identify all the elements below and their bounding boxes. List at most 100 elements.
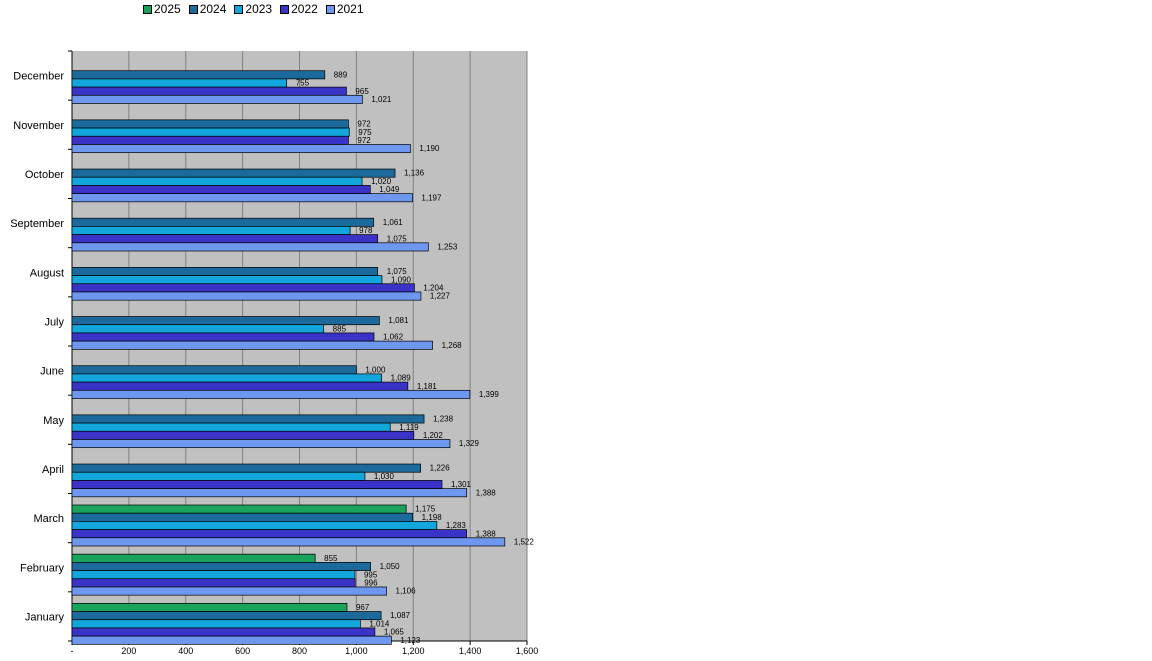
bar-2022-november [71,135,349,145]
data-label: 1,123 [400,636,421,645]
data-label: 1,050 [380,562,401,571]
bar-2021-december [71,94,363,104]
bar-2023-april [71,471,366,481]
bar-2021-january [71,635,392,645]
bar-2021-march [71,537,506,547]
bar-2021-august [71,291,422,301]
x-tick-label: 1,600 [516,646,539,656]
bar-2021-june [71,389,471,399]
bar-2023-december [71,78,288,88]
legend-swatch [234,4,244,14]
data-label: 1,014 [369,619,390,628]
data-label: 1,226 [430,464,451,473]
bar-2021-july [71,340,433,350]
bar-2024-march [71,512,414,522]
data-label: 1,522 [514,538,535,547]
data-label: 1,388 [476,529,497,538]
category-label: June [40,366,64,378]
data-label: 972 [357,120,371,129]
bar-2024-may [71,414,425,424]
data-label: 1,181 [417,382,438,391]
bar-2023-february [71,570,356,580]
bar-2022-july [71,332,375,342]
bar-2025-january [71,602,348,612]
category-label: January [25,611,65,623]
bar-2024-november [71,119,349,129]
legend-swatch [325,4,335,14]
data-label: 1,238 [433,415,454,424]
bar-2024-february [71,562,371,571]
bar-2023-march [71,521,438,530]
bar-2022-october [71,185,371,194]
data-label: 1,301 [451,480,472,489]
data-label: 1,329 [459,439,480,448]
data-label: 1,081 [388,316,409,325]
bar-2022-september [71,234,379,244]
data-label: 1,030 [374,472,395,481]
bar-2023-september [71,226,351,235]
bar-2021-september [71,242,429,252]
data-label: 1,388 [476,488,497,497]
category-label: April [42,464,64,476]
data-label: 1,090 [391,275,412,284]
data-label: 965 [355,87,369,96]
data-label: 889 [334,70,348,79]
data-label: 1,000 [365,365,386,374]
legend-item-2025: 2025 [143,2,181,16]
category-label: February [20,562,65,574]
legend-label: 2021 [336,2,364,16]
legend-label: 2023 [245,2,273,16]
data-label: 995 [364,570,378,579]
data-label: 1,087 [390,611,411,620]
data-label: 1,049 [379,185,400,194]
bar-2023-november [71,127,350,137]
bar-2024-september [71,217,375,227]
bar-2022-april [71,480,443,489]
legend-label: 2025 [154,2,181,16]
data-label: 1,253 [437,243,458,252]
bar-2021-may [71,439,451,449]
category-label: August [30,267,64,279]
data-label: 996 [364,578,378,587]
data-label: 1,065 [384,628,405,637]
data-label: 1,202 [423,431,444,440]
category-label: March [33,513,64,525]
data-label: 855 [324,554,338,563]
category-label: July [44,316,64,328]
bar-2024-june [71,365,357,375]
bar-2023-august [71,275,383,285]
bar-2022-august [71,283,415,293]
bar-2022-march [71,529,468,539]
x-tick-label: 1,400 [459,646,482,656]
data-label: 755 [296,79,310,88]
bar-2023-may [71,422,391,432]
legend-label: 2022 [291,2,318,16]
bar-2022-january [71,627,376,637]
data-label: 1,089 [391,374,412,383]
legend-item-2023: 2023 [234,2,272,16]
x-tick-label: 800 [292,646,307,656]
legend-item-2022: 2022 [280,2,318,16]
bar-2024-april [71,463,421,473]
data-label: 1,175 [415,505,436,514]
data-label: 972 [357,136,371,145]
x-tick-label: 1,200 [402,646,425,656]
category-label: May [43,415,64,427]
category-label: September [10,218,64,230]
data-label: 1,399 [479,390,500,399]
data-label: 1,075 [387,234,408,243]
chart-legend: 2025 2024 2023 2022 2021 [143,2,364,16]
data-label: 975 [358,128,372,137]
data-label: 1,283 [446,521,467,530]
bar-2023-january [71,619,361,629]
bar-2024-january [71,611,382,621]
bar-2021-november [71,144,411,154]
legend-swatch [188,4,198,14]
data-label: 1,136 [404,169,425,178]
bar-2024-december [71,70,326,80]
bar-2023-october [71,176,363,186]
bar-2021-february [71,586,387,596]
x-tick-label: 400 [178,646,193,656]
bar-2022-june [71,381,409,391]
category-label: December [13,71,64,83]
